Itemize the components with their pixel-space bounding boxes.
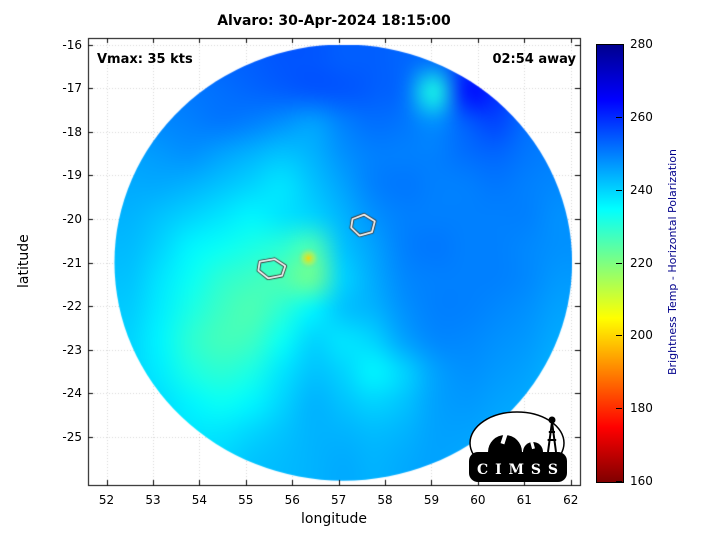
vmax-annotation: Vmax: 35 kts [97, 52, 193, 67]
x-tick-label: 52 [98, 493, 115, 507]
x-tick-label: 59 [423, 493, 440, 507]
colorbar-tick-mark [616, 189, 622, 191]
y-tick-label: -23 [62, 342, 82, 357]
colorbar-tick-label: 240 [630, 182, 653, 197]
y-tick-label: -21 [62, 255, 82, 270]
y-tick-label: -19 [62, 168, 82, 183]
colorbar-tick-mark [616, 262, 622, 264]
x-tick-label: 53 [145, 493, 161, 507]
colorbar-tick-label: 260 [630, 109, 653, 124]
x-tick-label: 61 [516, 493, 532, 507]
y-tick-label: -25 [62, 430, 82, 445]
plot-title: Alvaro: 30-Apr-2024 18:15:00 [217, 13, 451, 29]
y-tick-label: -17 [62, 81, 82, 96]
x-axis-label: longitude [301, 511, 367, 527]
x-tick-label: 55 [238, 493, 254, 507]
y-axis-label: latitude [16, 234, 32, 289]
colorbar-tick-label: 180 [630, 401, 653, 416]
y-tick-label: -20 [62, 211, 82, 226]
y-tick-label: -18 [62, 124, 82, 139]
y-tick-label: -22 [62, 299, 82, 314]
x-tick-label: 57 [331, 493, 347, 507]
time-away-annotation: 02:54 away [492, 52, 576, 67]
colorbar-tick-label: 160 [630, 474, 653, 488]
colorbar-tick-label: 200 [630, 328, 653, 343]
x-tick-label: 58 [377, 493, 393, 507]
logo-text: C I M S S [477, 462, 559, 478]
colorbar-gradient [596, 44, 624, 483]
colorbar-tick-label: 220 [630, 255, 653, 270]
colorbar-tick-mark [616, 44, 622, 45]
colorbar-tick-mark [616, 408, 622, 410]
cimss-logo: C I M S S [469, 411, 567, 482]
colorbar-tick-mark [616, 335, 622, 337]
observatory-icon [469, 411, 567, 482]
y-tick-label: -24 [62, 386, 82, 401]
x-tick-label: 54 [191, 493, 208, 507]
y-tick-label: -16 [62, 37, 82, 52]
x-tick-label: 60 [470, 493, 486, 507]
colorbar-tick-mark [616, 481, 622, 482]
x-tick-label: 62 [563, 493, 579, 507]
colorbar-tick-mark [616, 116, 622, 118]
colorbar-tick-label: 280 [630, 37, 653, 51]
colorbar-label: Brightness Temp - Horizontal Polarizatio… [666, 149, 679, 376]
x-tick-label: 56 [284, 493, 300, 507]
